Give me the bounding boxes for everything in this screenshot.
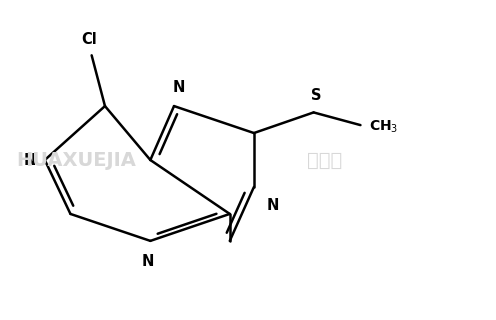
Text: N: N <box>173 80 185 95</box>
Text: S: S <box>311 88 321 103</box>
Text: N: N <box>266 198 279 213</box>
Text: N: N <box>142 253 154 268</box>
Text: HUAXUEJIA: HUAXUEJIA <box>16 150 136 170</box>
Text: CH$_3$: CH$_3$ <box>370 118 399 135</box>
Text: Cl: Cl <box>81 32 97 47</box>
Text: 化学网: 化学网 <box>307 150 342 170</box>
Text: N: N <box>23 153 36 167</box>
